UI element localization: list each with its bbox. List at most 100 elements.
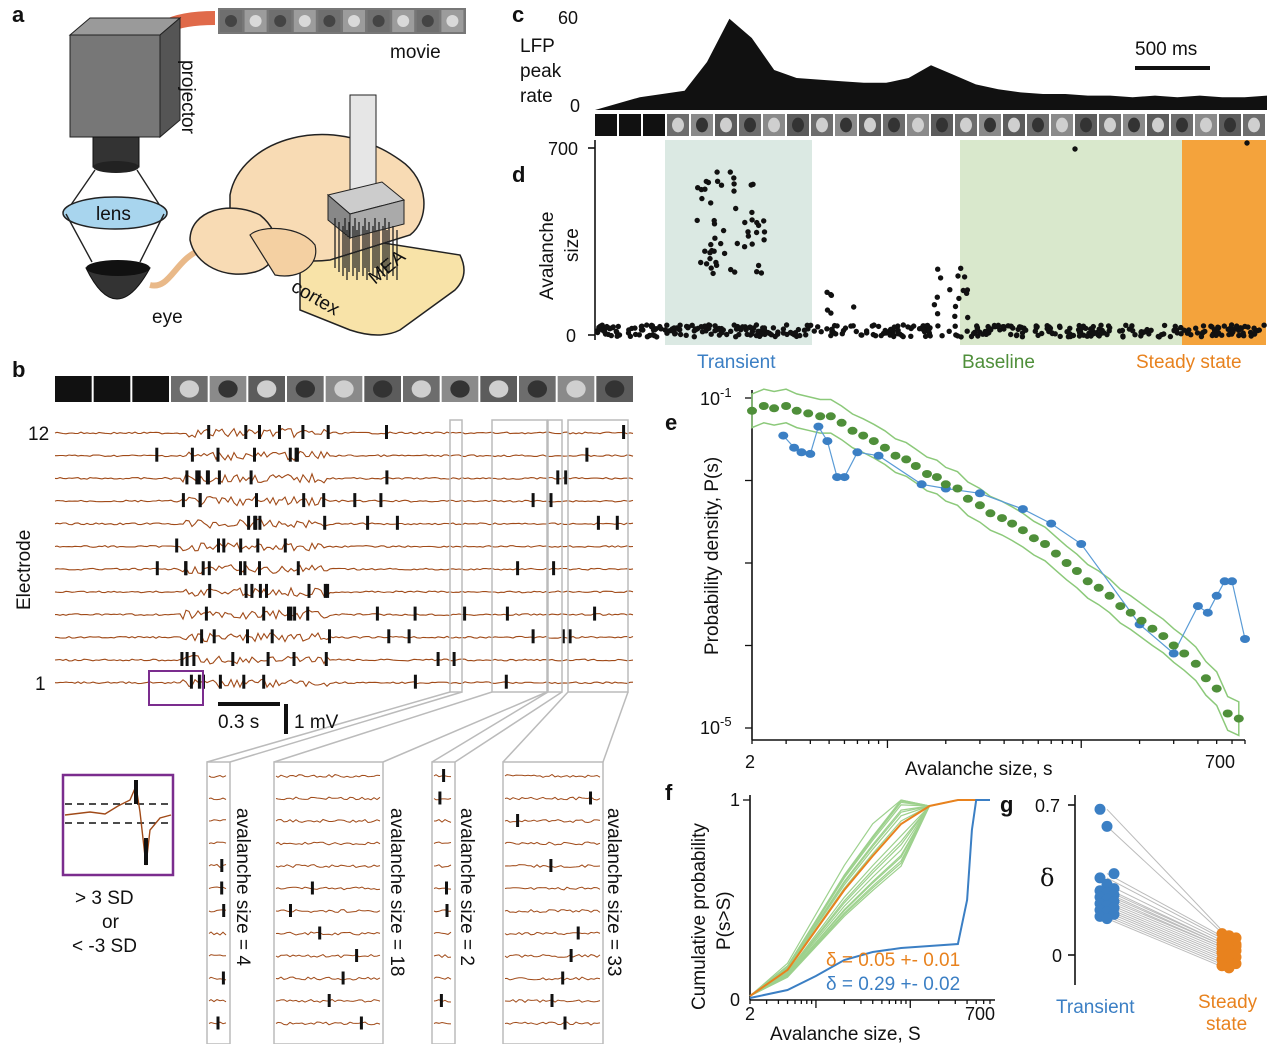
region-steady-label: Steady state bbox=[1136, 352, 1242, 373]
avalanche-point bbox=[683, 332, 689, 338]
f-ytick-max: 1 bbox=[730, 790, 740, 810]
avalanche-point bbox=[711, 217, 717, 224]
avalanche-point bbox=[1057, 333, 1063, 340]
lfp-ylabel-2: peak bbox=[520, 61, 562, 82]
avalanche-point bbox=[699, 195, 705, 202]
zoom-trace bbox=[433, 976, 452, 980]
avalanche-point bbox=[749, 209, 755, 216]
panel-g: g 0.7 0 δ Transient Steady state bbox=[1000, 792, 1258, 1035]
g-xlabel-steady-1: Steady bbox=[1198, 992, 1258, 1013]
baseline-point bbox=[879, 443, 890, 452]
avalanche-point bbox=[864, 330, 870, 336]
lfp-ytick-max: 60 bbox=[558, 8, 578, 28]
zoom-trace bbox=[433, 931, 452, 935]
electrode-bottom-label: 1 bbox=[35, 674, 46, 695]
f-xtick-min: 2 bbox=[745, 1004, 755, 1024]
avalanche-point bbox=[649, 332, 656, 338]
baseline-point bbox=[858, 431, 869, 440]
f-xtick-max: 700 bbox=[965, 1004, 995, 1024]
lfp-ylabel-3: rate bbox=[520, 86, 553, 107]
movie-frame-object bbox=[720, 117, 732, 133]
baseline-point bbox=[847, 426, 858, 435]
baseline-point bbox=[868, 437, 879, 446]
avalanche-point bbox=[780, 326, 787, 332]
zoom-box bbox=[206, 761, 231, 1044]
transient-point bbox=[1168, 649, 1179, 658]
avalanche-point bbox=[1230, 329, 1236, 335]
avalanche-point bbox=[931, 302, 938, 308]
avalanche-point bbox=[783, 322, 790, 328]
electrode-trace bbox=[54, 586, 634, 597]
avalanche-point bbox=[710, 270, 716, 277]
panel-label-c: c bbox=[512, 2, 524, 27]
avalanche-point bbox=[924, 322, 931, 329]
avalanche-point bbox=[1047, 325, 1054, 331]
avalanche-point bbox=[742, 219, 748, 226]
electrode-trace bbox=[54, 495, 634, 507]
zoom-trace bbox=[504, 886, 601, 891]
avalanche-point bbox=[839, 331, 845, 337]
zoom-trace bbox=[208, 841, 227, 845]
lfp-ytick-min: 0 bbox=[570, 96, 580, 116]
avalanche-point bbox=[625, 330, 632, 336]
panel-f: f 1 0 2 700 Avalanche size, S Cumulative… bbox=[665, 780, 995, 1044]
baseline-point bbox=[836, 418, 847, 427]
avalanche-point bbox=[982, 328, 988, 335]
avalanche-point bbox=[733, 334, 739, 340]
avalanche-point bbox=[1076, 333, 1083, 339]
avalanche-point bbox=[644, 334, 651, 340]
avalanche-point bbox=[960, 287, 966, 294]
avalanche-point bbox=[934, 294, 940, 300]
region-transient-label: Transient bbox=[697, 352, 776, 373]
avalanche-point bbox=[947, 287, 953, 293]
movie-frame-object bbox=[218, 380, 238, 398]
movie-frame-object bbox=[605, 380, 625, 398]
electrode-trace bbox=[54, 518, 634, 530]
avalanche-point bbox=[1248, 333, 1254, 339]
paired-lines bbox=[1106, 808, 1226, 969]
transient-point bbox=[1227, 577, 1237, 586]
avalanche-point bbox=[811, 328, 817, 334]
avalanche-point bbox=[755, 328, 761, 335]
avalanche-point bbox=[952, 313, 958, 319]
panel-label-d: d bbox=[512, 162, 525, 187]
movie-frame-object bbox=[1248, 117, 1260, 133]
transient-point bbox=[852, 448, 863, 457]
movie-frame-object bbox=[840, 117, 852, 133]
zoom-trace bbox=[433, 954, 452, 959]
panel-label-g: g bbox=[1000, 792, 1013, 817]
avalanche-point bbox=[1244, 140, 1250, 146]
pair-line bbox=[1106, 894, 1226, 947]
baseline-point bbox=[1017, 526, 1028, 535]
avalanche-point bbox=[908, 333, 914, 339]
avalanche-point bbox=[1256, 327, 1263, 333]
f-ylabel-1: Cumulative probability bbox=[689, 823, 710, 1010]
avalanche-zooms bbox=[206, 761, 604, 1044]
eye-icon bbox=[85, 267, 151, 300]
movie-frame-object bbox=[1200, 117, 1212, 133]
avalanche-point bbox=[1083, 325, 1089, 331]
zoom-trace bbox=[208, 998, 227, 1003]
avalanche-point bbox=[1032, 328, 1039, 334]
zoom-trace bbox=[504, 773, 601, 778]
avalanche-point bbox=[775, 329, 781, 335]
zoom-trace bbox=[504, 841, 601, 846]
baseline-point bbox=[931, 473, 942, 482]
baseline-point bbox=[1007, 519, 1018, 528]
avalanche-point bbox=[1014, 332, 1020, 338]
avalanche-point bbox=[1228, 322, 1235, 328]
pair-line bbox=[1106, 877, 1226, 941]
baseline-point bbox=[1179, 649, 1190, 658]
baseline-point bbox=[1028, 534, 1039, 543]
scale-time-label: 0.3 s bbox=[218, 712, 259, 733]
zoom-trace bbox=[433, 1021, 452, 1025]
movie-frame-object bbox=[1128, 117, 1140, 133]
avalanche-point bbox=[1008, 331, 1014, 338]
avalanche-point bbox=[755, 222, 762, 229]
transient-points bbox=[778, 422, 1250, 658]
baseline-point bbox=[1168, 641, 1179, 650]
electrode-trace bbox=[54, 564, 634, 575]
avalanche-point bbox=[741, 244, 748, 250]
e-xtick-min: 2 bbox=[745, 752, 755, 772]
